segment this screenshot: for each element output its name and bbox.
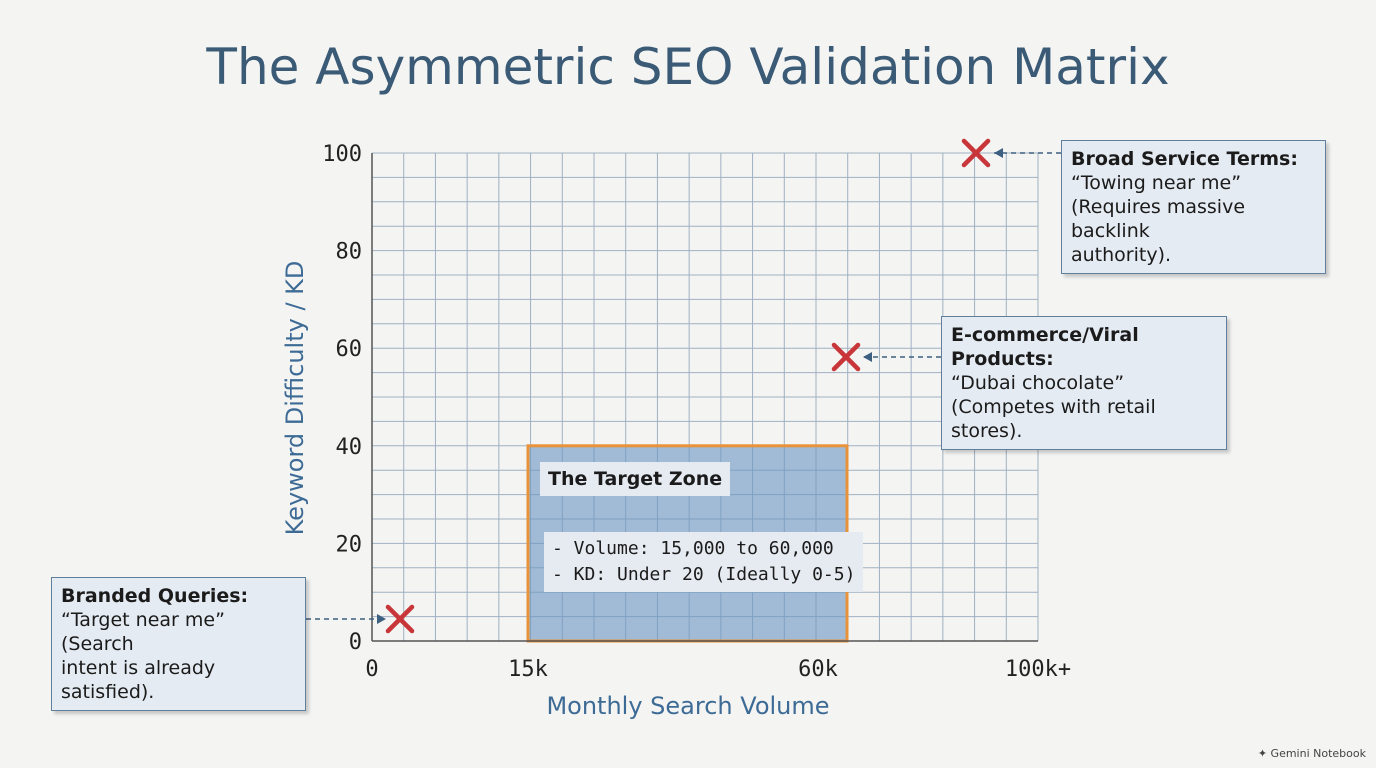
leader-arrowhead [994,148,1003,158]
callout-ecommerce-line1: “Dubai chocolate” [951,372,1125,394]
target-zone-volume: - Volume: 15,000 to 60,000 [552,538,834,559]
target-zone-kd: - KD: Under 20 (Ideally 0-5) [552,564,856,585]
branding-label: ✦ Gemini Notebook [1258,747,1366,760]
x-ticks: 0 15k 60k 100k+ [365,657,1071,682]
y-ticks: 0 20 40 60 80 100 [322,142,362,655]
x-tick-label: 15k [508,657,548,682]
data-point-x-mark [385,604,415,634]
callout-broad-service: Broad Service Terms: “Towing near me” (R… [1061,140,1326,274]
y-tick-label: 40 [336,435,363,460]
target-zone-details: - Volume: 15,000 to 60,000 - KD: Under 2… [544,532,864,592]
x-mark-stroke [961,138,991,168]
y-tick-label: 60 [336,337,363,362]
callout-branded: Branded Queries: “Target near me” (Searc… [51,577,306,711]
data-points [385,138,991,634]
y-tick-label: 80 [336,240,363,265]
callout-broad-line2: (Requires massive backlink [1071,196,1246,242]
x-axis-label: Monthly Search Volume [546,692,829,720]
callout-branded-line2: intent is already satisfied). [61,657,216,703]
y-axis-label: Keyword Difficulty / KD [281,261,309,536]
data-point-x-mark [961,138,991,168]
callout-ecommerce: E-commerce/Viral Products: “Dubai chocol… [941,316,1227,450]
leader-arrowhead [863,352,872,362]
callout-broad-line3: authority). [1071,244,1172,266]
y-tick-label: 100 [322,142,362,167]
callout-ecommerce-title: E-commerce/Viral Products: [951,324,1139,370]
callout-ecommerce-line2: (Competes with retail stores). [951,396,1156,442]
sparkle-icon: ✦ [1257,747,1268,760]
branding-text: Gemini Notebook [1270,747,1366,760]
x-tick-label: 100k+ [1005,657,1071,682]
axes [371,153,1038,642]
y-tick-label: 20 [336,532,363,557]
target-zone-title: The Target Zone [540,462,731,496]
x-tick-label: 0 [365,657,378,682]
leader-arrowhead [377,614,386,624]
callout-broad-title: Broad Service Terms: [1071,148,1298,170]
x-tick-label: 60k [798,657,838,682]
leader-lines [306,148,1061,624]
x-mark-stroke [831,342,861,372]
callout-branded-title: Branded Queries: [61,585,249,607]
data-point-x-mark [831,342,861,372]
y-tick-label: 0 [349,630,362,655]
callout-branded-line1: “Target near me” (Search [61,609,225,655]
x-mark-stroke [385,604,415,634]
callout-broad-line1: “Towing near me” [1071,172,1242,194]
chart-title: The Asymmetric SEO Validation Matrix [206,38,1170,96]
